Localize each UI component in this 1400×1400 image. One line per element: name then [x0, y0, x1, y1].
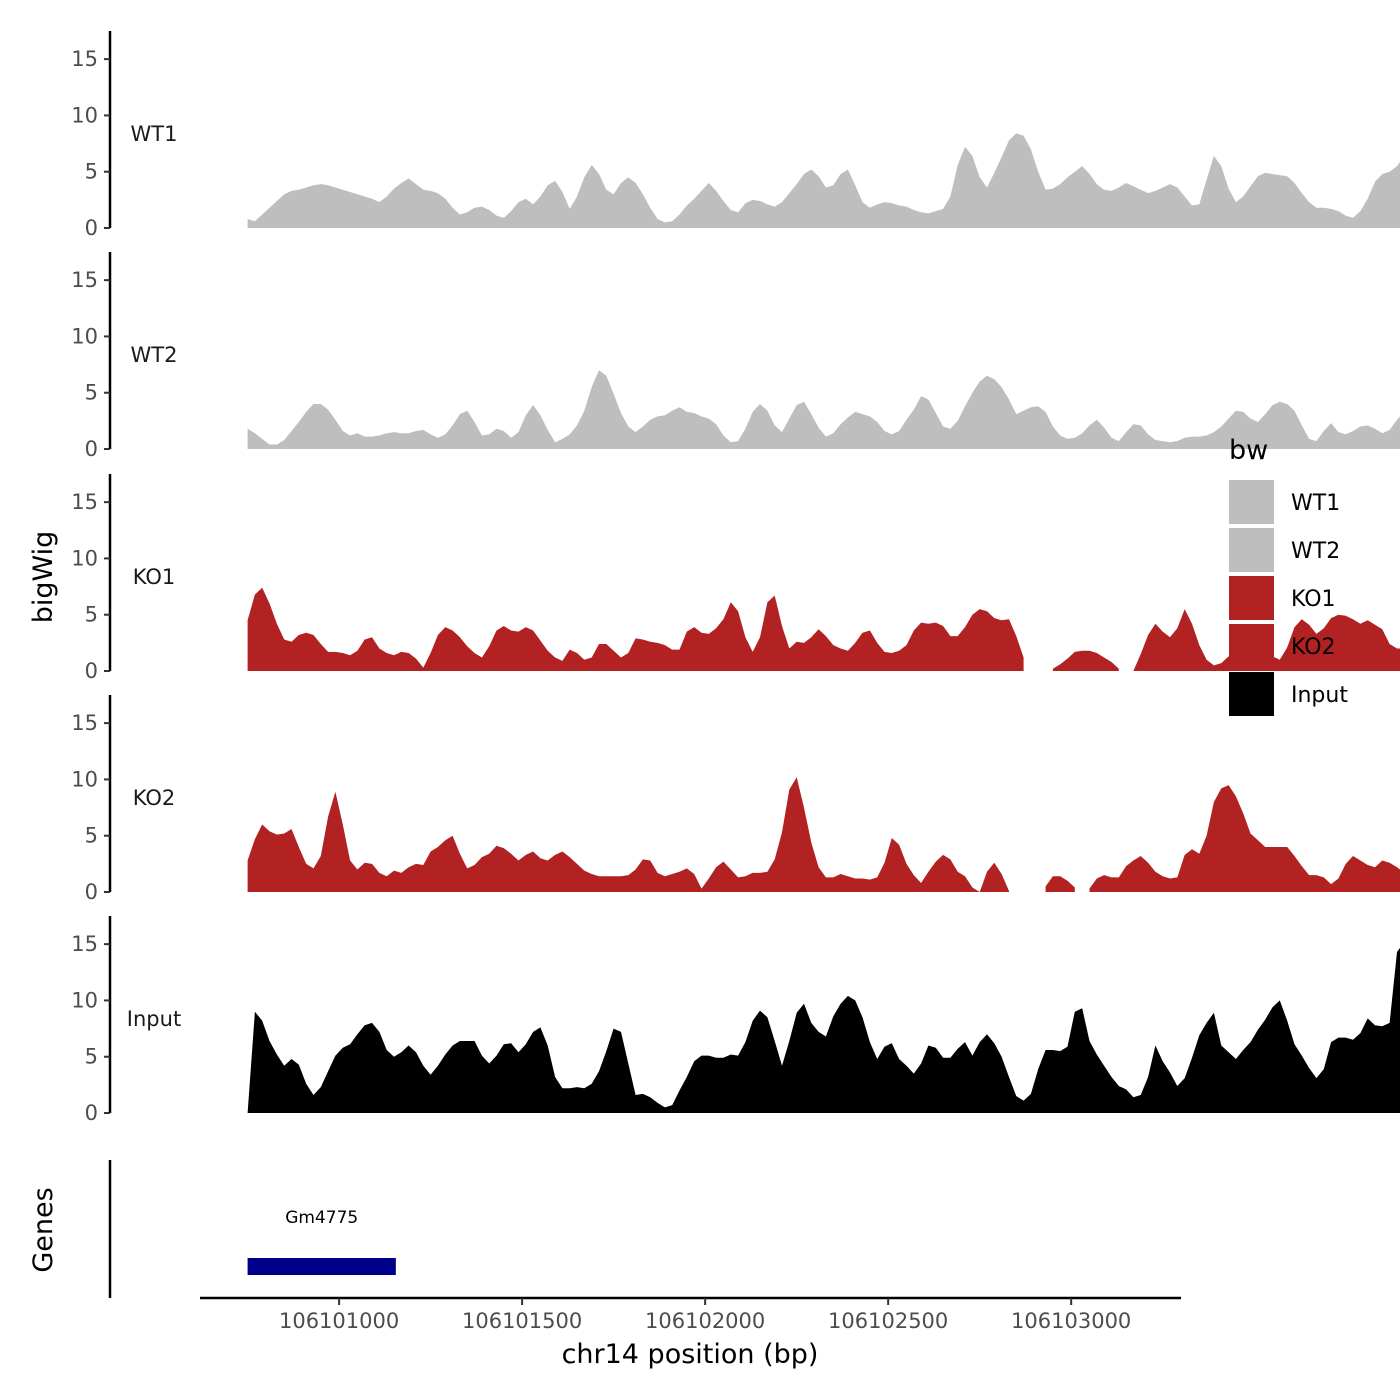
track-wt1: 0 5 10 15 WT1 — [71, 31, 1400, 240]
y-tick-label: 15 — [71, 47, 98, 71]
area-wt2 — [247, 370, 1400, 449]
y-tick-label: 0 — [85, 437, 98, 461]
y-tick-label: 10 — [71, 988, 98, 1012]
legend-swatch — [1229, 672, 1274, 716]
y-tick-label: 0 — [85, 216, 98, 240]
y-tick-label: 0 — [85, 880, 98, 904]
track-wt2: 0 5 10 15 WT2 — [71, 252, 1400, 461]
legend-label: WT2 — [1291, 539, 1340, 564]
legend-item-wt2: WT2 — [1229, 528, 1340, 572]
legend-swatch — [1229, 576, 1274, 620]
y-tick-label: 0 — [85, 1101, 98, 1125]
legend-label: Input — [1291, 683, 1348, 708]
legend-item-ko2: KO2 — [1229, 624, 1336, 668]
x-axis: 106101000 106101500 106102000 106102500 1061… — [200, 1296, 1181, 1333]
track-label-ko1: KO1 — [133, 565, 176, 589]
y-tick-label: 10 — [71, 767, 98, 791]
y-tick-label: 15 — [71, 711, 98, 735]
y-tick-label: 10 — [71, 324, 98, 348]
gene-label: Gm4775 — [285, 1208, 358, 1228]
legend: bw WT1 WT2 KO1 KO2 Input — [1229, 435, 1348, 716]
y-tick-label: 10 — [71, 103, 98, 127]
y-tick-label: 15 — [71, 490, 98, 514]
legend-item-wt1: WT1 — [1229, 480, 1340, 524]
y-tick-label: 5 — [85, 160, 98, 184]
y-tick-label: 10 — [71, 546, 98, 570]
legend-item-ko1: KO1 — [1229, 576, 1336, 620]
legend-swatch — [1229, 528, 1274, 572]
track-panels: 0 5 10 15 WT1 0 5 10 15 WT2 0 5 10 15 KO1 0 5 10 15 KO2 0 5 10… — [71, 31, 1400, 1125]
legend-swatch — [1229, 480, 1274, 524]
legend-title: bw — [1229, 435, 1268, 466]
track-label-wt2: WT2 — [131, 343, 178, 367]
x-tick-label: 106103000 — [1011, 1309, 1131, 1333]
y-tick-label: 5 — [85, 603, 98, 627]
y-tick-label: 0 — [85, 659, 98, 683]
x-tick-label: 106101500 — [462, 1309, 582, 1333]
track-ko2: 0 5 10 15 KO2 — [71, 695, 1400, 904]
legend-swatch — [1229, 624, 1274, 668]
genes-panel-title: Genes — [28, 1187, 59, 1272]
legend-label: WT1 — [1291, 491, 1340, 516]
track-label-wt1: WT1 — [131, 122, 178, 146]
y-tick-label: 15 — [71, 268, 98, 292]
x-tick-label: 106101000 — [279, 1309, 399, 1333]
area-wt1 — [247, 133, 1400, 228]
track-label-ko2: KO2 — [133, 786, 176, 810]
legend-label: KO1 — [1291, 587, 1336, 612]
legend-label: KO2 — [1291, 635, 1336, 660]
y-tick-label: 5 — [85, 824, 98, 848]
area-ko2 — [247, 777, 1400, 892]
legend-item-input: Input — [1229, 672, 1348, 716]
y-tick-label: 5 — [85, 1045, 98, 1069]
x-tick-label: 106102000 — [645, 1309, 765, 1333]
genes-panel: Gm4775 — [108, 1160, 396, 1298]
area-ko1 — [247, 587, 1400, 671]
track-input: 0 5 10 15 Input — [71, 916, 1400, 1125]
track-label-input: Input — [127, 1007, 181, 1031]
x-tick-label: 106102500 — [828, 1309, 948, 1333]
y-axis-title: bigWig — [28, 531, 59, 624]
y-tick-label: 15 — [71, 932, 98, 956]
gene-gm4775 — [247, 1258, 396, 1275]
area-input — [247, 947, 1400, 1113]
y-tick-label: 5 — [85, 381, 98, 405]
track-ko1: 0 5 10 15 KO1 — [71, 474, 1400, 683]
x-axis-title: chr14 position (bp) — [562, 1339, 819, 1370]
